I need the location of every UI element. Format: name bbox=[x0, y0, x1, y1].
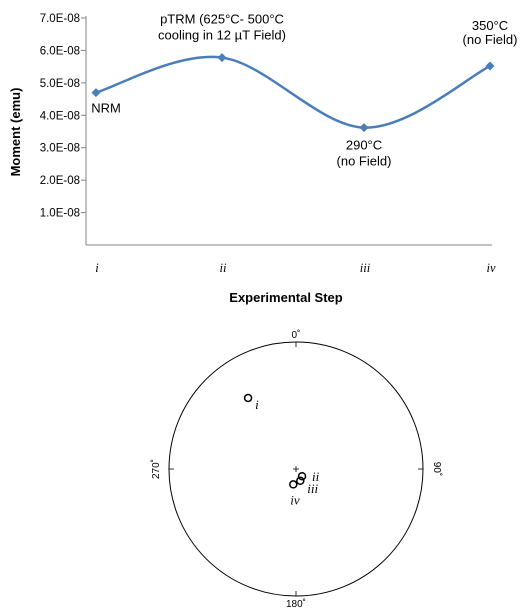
point-annotation: NRM bbox=[91, 101, 121, 116]
stereonet-ticks bbox=[169, 342, 423, 596]
moment-series-line bbox=[95, 55, 491, 129]
direction-label-180: 180˚ bbox=[286, 598, 306, 609]
x-tick-label: i bbox=[95, 261, 99, 275]
direction-label-90: 90˚ bbox=[431, 462, 443, 476]
y-axis-title: Moment (emu) bbox=[8, 88, 23, 177]
stereonet-point bbox=[296, 476, 305, 486]
stereonet-point-label: iv bbox=[290, 492, 300, 507]
y-tick-label: 3.0E-08 bbox=[40, 143, 80, 155]
stereonet-point-label: ii bbox=[312, 469, 320, 484]
y-tick-label: 6.0E-08 bbox=[40, 45, 80, 57]
point-annotation: 290°C bbox=[346, 138, 382, 153]
direction-label-0: 0˚ bbox=[292, 329, 301, 341]
point-annotation: (no Field) bbox=[463, 32, 518, 47]
data-point-marker bbox=[359, 123, 369, 133]
x-axis-title: Experimental Step bbox=[229, 290, 342, 305]
data-point-marker bbox=[485, 61, 495, 71]
stereonet-point bbox=[289, 480, 298, 489]
x-tick-label: ii bbox=[220, 261, 227, 275]
x-tick-label: iv bbox=[486, 261, 495, 275]
point-annotation: pTRM (625°C- 500°C bbox=[160, 12, 284, 27]
stereonet-point bbox=[297, 471, 307, 481]
moment-series-markers bbox=[91, 53, 495, 133]
x-tick-label: iii bbox=[360, 261, 371, 275]
y-tick-label: 1.0E-08 bbox=[40, 208, 80, 220]
y-tick-label: 4.0E-08 bbox=[40, 110, 80, 122]
data-point-marker bbox=[217, 53, 227, 63]
data-point-marker bbox=[91, 88, 101, 98]
y-axis-ticks: 7.0E-08 6.0E-08 5.0E-08 4.0E-08 3.0E-08 2.0E-… bbox=[40, 13, 86, 220]
stereonet-point-label: i bbox=[255, 397, 259, 412]
y-tick-label: 5.0E-08 bbox=[40, 78, 80, 90]
moment-line-chart: 7.0E-08 6.0E-08 5.0E-08 4.0E-08 3.0E-08 2.0E-… bbox=[8, 12, 517, 305]
point-annotation: 350°C bbox=[472, 18, 508, 33]
point-annotation: cooling in 12 µT Field) bbox=[158, 28, 286, 43]
point-annotation: (no Field) bbox=[337, 154, 392, 169]
y-tick-label: 2.0E-08 bbox=[40, 175, 80, 187]
x-axis-ticks: i ii iii iv bbox=[95, 261, 496, 275]
stereonet-point-label: iii bbox=[307, 481, 318, 496]
direction-label-270: 270˚ bbox=[150, 459, 162, 479]
stereonet-point bbox=[243, 393, 253, 403]
y-tick-label: 7.0E-08 bbox=[40, 13, 80, 25]
